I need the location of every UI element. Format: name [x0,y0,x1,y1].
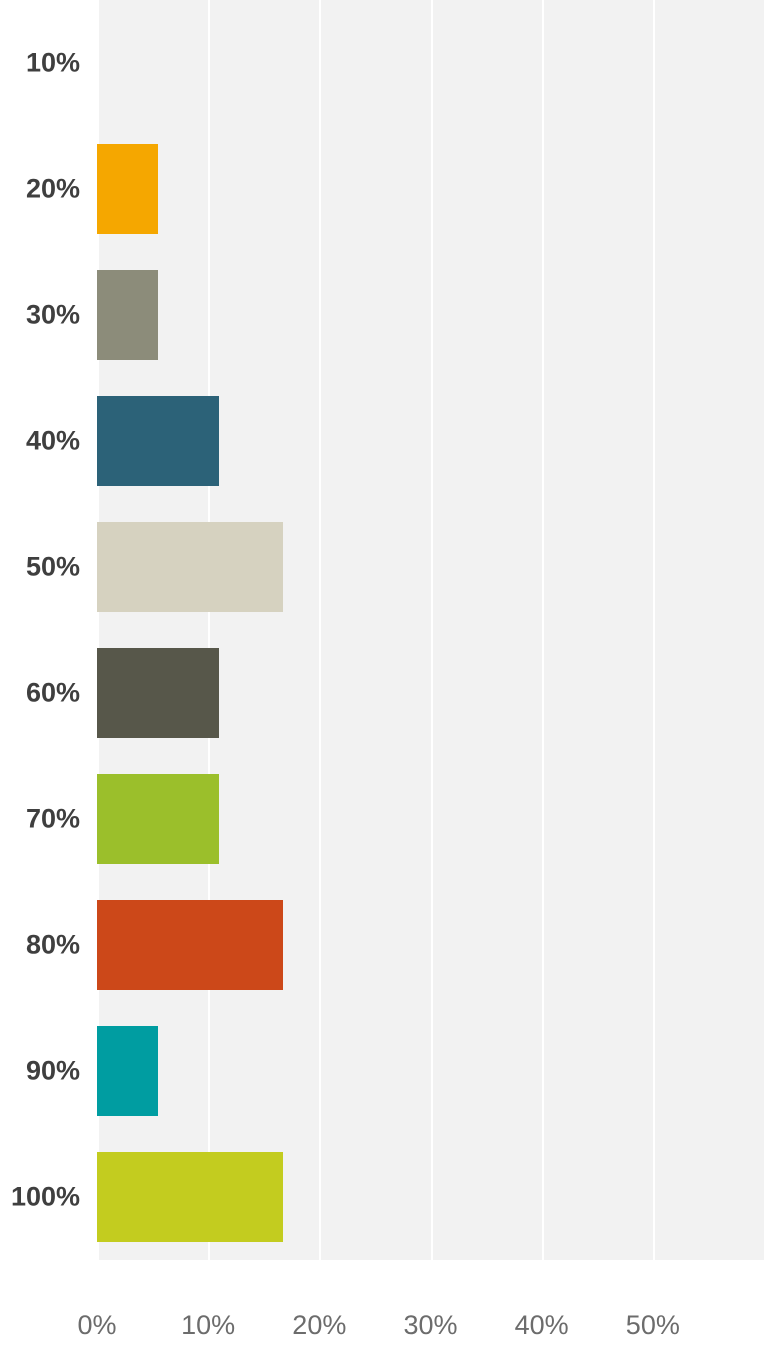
x-axis-label: 0% [77,1310,116,1341]
gridline [319,0,321,1260]
bar [97,270,158,361]
x-axis-label: 40% [515,1310,569,1341]
x-axis-label: 10% [181,1310,235,1341]
bar [97,1152,283,1243]
y-axis-label: 70% [26,804,80,835]
y-axis-label: 10% [26,48,80,79]
y-axis-label: 50% [26,552,80,583]
y-axis-label: 40% [26,426,80,457]
gridline [542,0,544,1260]
y-axis-label: 90% [26,1056,80,1087]
bar [97,774,219,865]
y-axis-label: 100% [11,1182,80,1213]
plot-area [97,0,764,1260]
chart-container: 10% 20% 30% 40% 50% 60% 70% 80% 90% 100% 0% 10% 20% 3… [0,0,764,1354]
y-axis-label: 60% [26,678,80,709]
bar [97,522,283,613]
x-axis-label: 30% [403,1310,457,1341]
x-axis-label: 50% [626,1310,680,1341]
bar [97,900,283,991]
gridline [653,0,655,1260]
gridline [431,0,433,1260]
gridline [208,0,210,1260]
y-axis-label: 30% [26,300,80,331]
bar [97,1026,158,1117]
y-axis-label: 20% [26,174,80,205]
y-axis-label: 80% [26,930,80,961]
bar [97,144,158,235]
bar [97,396,219,487]
bar [97,648,219,739]
x-axis-label: 20% [292,1310,346,1341]
